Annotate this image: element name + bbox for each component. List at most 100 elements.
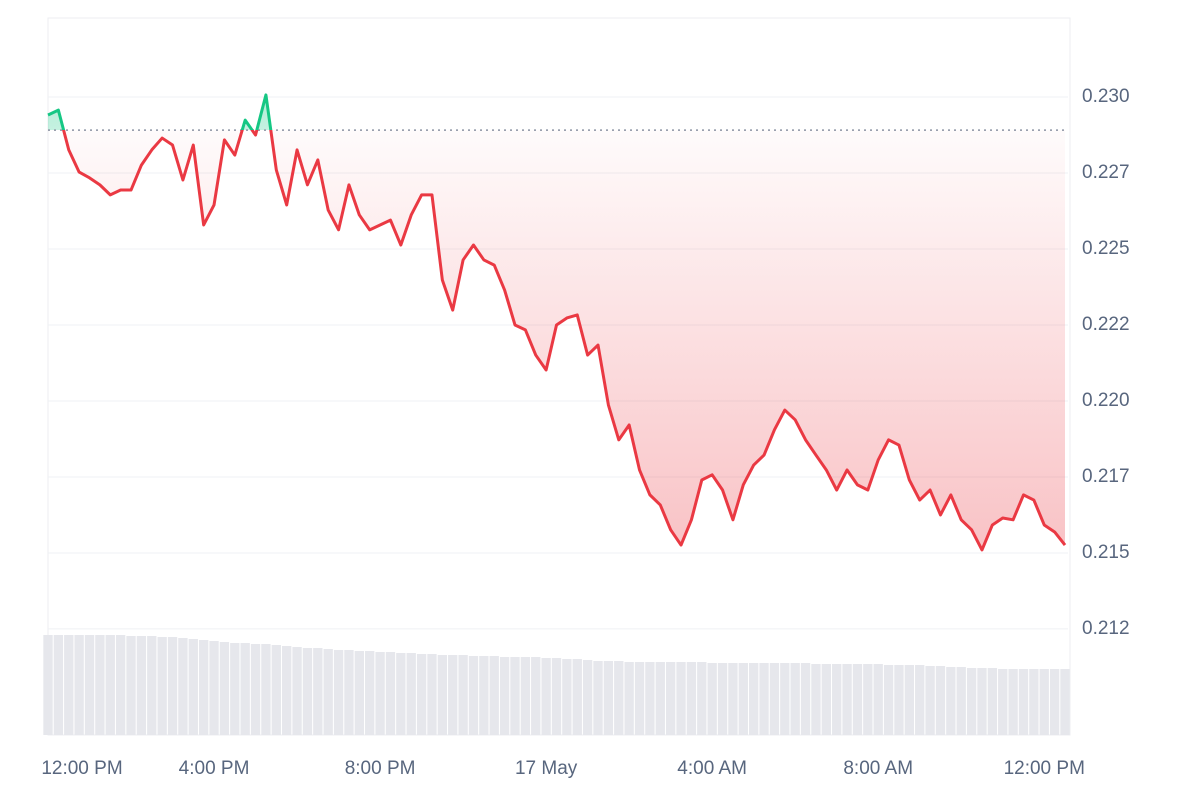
volume-bar xyxy=(499,657,510,735)
y-tick-label: 0.220 xyxy=(1082,390,1130,411)
volume-bar xyxy=(738,663,748,735)
volume-bar xyxy=(427,654,437,735)
volume-bar xyxy=(167,637,178,735)
volume-bar xyxy=(904,665,915,735)
volume-bar xyxy=(250,644,261,735)
volume-bar xyxy=(448,655,458,735)
volume-bar xyxy=(43,635,53,735)
volume-bar xyxy=(676,662,686,735)
volume-bar xyxy=(883,665,894,735)
volume-bar xyxy=(115,635,126,735)
volume-bar xyxy=(614,661,624,735)
volume-bar xyxy=(1060,669,1070,735)
volume-bar xyxy=(634,662,645,735)
volume-bar xyxy=(198,640,209,735)
volume-bar xyxy=(956,667,966,735)
volume-bar xyxy=(987,668,998,735)
volume-bar xyxy=(385,652,396,735)
volume-bar xyxy=(354,651,364,735)
volume-bar xyxy=(894,665,904,735)
volume-bar xyxy=(1049,669,1060,735)
volume-bar xyxy=(1039,669,1049,735)
volume-bar xyxy=(95,635,105,735)
volume-bar xyxy=(562,659,572,735)
volume-bar xyxy=(790,663,800,735)
volume-bar xyxy=(780,663,790,735)
x-tick-label: 4:00 PM xyxy=(179,758,250,779)
y-tick-label: 0.225 xyxy=(1082,238,1130,259)
volume-bar xyxy=(686,662,697,735)
volume-bar xyxy=(437,655,448,735)
volume-bar xyxy=(966,668,977,735)
volume-bar xyxy=(531,657,541,735)
x-tick-label: 12:00 PM xyxy=(1004,758,1085,779)
volume-bar xyxy=(53,635,64,735)
volume-bar xyxy=(271,645,281,735)
x-tick-label: 17 May xyxy=(515,758,578,779)
volume-bar xyxy=(572,659,582,735)
volume-bar xyxy=(977,668,987,735)
volume-bar xyxy=(74,635,84,735)
volume-bar xyxy=(240,643,250,735)
price-area xyxy=(48,94,1065,550)
volume-bar xyxy=(188,639,198,735)
volume-bar xyxy=(624,662,634,735)
volume-bar xyxy=(126,636,136,735)
volume-bar xyxy=(998,669,1008,735)
volume-bar xyxy=(416,654,427,735)
volume-bar xyxy=(541,658,551,735)
volume-bar xyxy=(1008,669,1018,735)
volume-bar xyxy=(292,647,302,735)
volume-bar xyxy=(821,664,831,735)
volume-bar xyxy=(593,661,603,735)
volume-bar xyxy=(759,663,769,735)
volume-bar xyxy=(313,648,323,735)
volume-bar xyxy=(84,635,95,735)
volume-bar xyxy=(852,664,863,735)
volume-bar xyxy=(178,638,188,735)
volume-bar xyxy=(800,663,811,735)
volume-bar xyxy=(842,664,852,735)
volume-bar xyxy=(603,661,614,735)
volume-bar xyxy=(749,663,759,735)
volume-bar xyxy=(157,637,167,735)
x-tick-label: 4:00 AM xyxy=(677,758,747,779)
volume-bar xyxy=(655,662,665,735)
volume-bar xyxy=(333,650,344,735)
volume-bar xyxy=(728,663,738,735)
volume-bar xyxy=(769,663,780,735)
volume-bar xyxy=(707,663,717,735)
volume-bar xyxy=(219,642,230,735)
volume-bar xyxy=(468,656,479,735)
y-tick-label: 0.212 xyxy=(1082,618,1130,639)
volume-bar xyxy=(261,644,271,735)
x-tick-label: 8:00 AM xyxy=(843,758,913,779)
volume-bar xyxy=(479,656,489,735)
volume-bar xyxy=(510,657,520,735)
volume-bar xyxy=(520,657,531,735)
volume-bar xyxy=(665,662,676,735)
volume-bar xyxy=(925,666,935,735)
volume-bar xyxy=(645,662,655,735)
volume-bar xyxy=(147,636,157,735)
volume-bar xyxy=(935,666,946,735)
y-tick-label: 0.227 xyxy=(1082,162,1130,183)
volume-bar xyxy=(1018,669,1029,735)
volume-bar xyxy=(406,653,416,735)
volume-bar xyxy=(1029,669,1039,735)
volume-bar xyxy=(458,655,468,735)
volume-bar xyxy=(582,660,593,735)
y-tick-label: 0.230 xyxy=(1082,86,1130,107)
volume-bar xyxy=(323,649,333,735)
volume-bar xyxy=(396,653,406,735)
x-tick-label: 12:00 PM xyxy=(41,758,122,779)
volume-bar xyxy=(105,635,115,735)
volume-bar xyxy=(230,643,240,735)
volume-bar xyxy=(136,636,147,735)
volume-bar xyxy=(375,652,385,735)
volume-bar xyxy=(282,646,292,735)
y-tick-label: 0.215 xyxy=(1082,542,1130,563)
volume-bar xyxy=(302,648,313,735)
